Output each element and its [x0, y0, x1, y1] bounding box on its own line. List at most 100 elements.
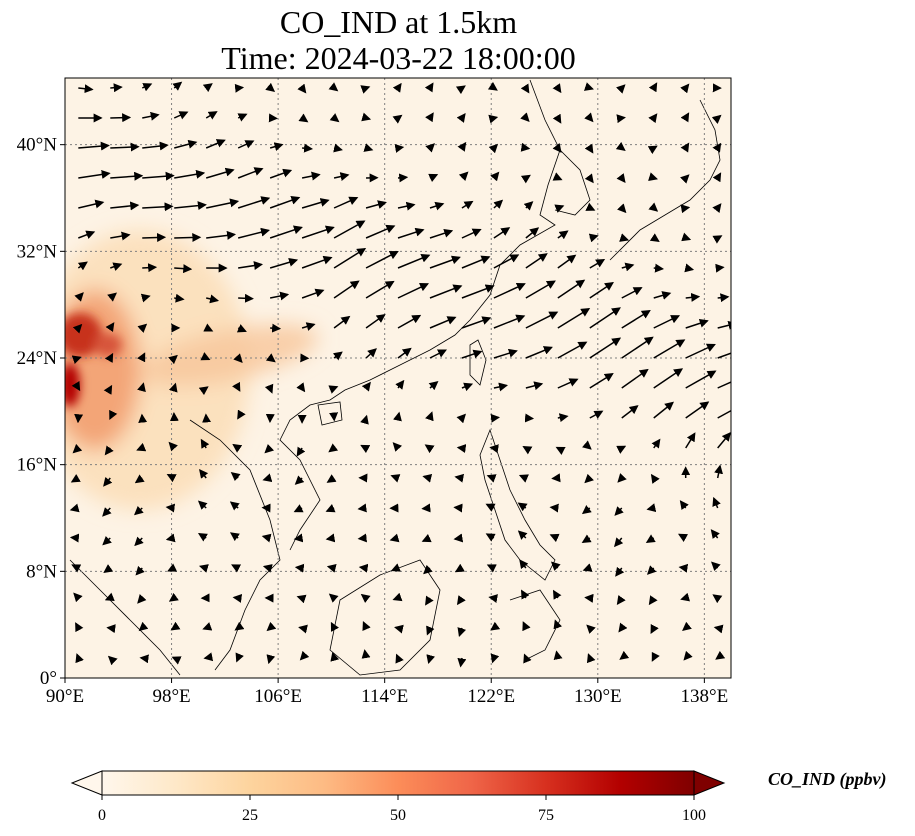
wind-arrow [551, 473, 561, 483]
wind-arrow [70, 474, 81, 483]
wind-arrow [174, 169, 206, 179]
wind-arrow [78, 230, 96, 239]
wind-arrow [653, 401, 674, 419]
wind-arrow [102, 507, 112, 517]
wind-arrow [71, 564, 82, 573]
wind-arrow [621, 287, 643, 299]
wind-arrow [142, 232, 167, 242]
map-title: CO_IND at 1.5km [279, 4, 518, 40]
wind-arrow [589, 410, 604, 419]
wind-arrow [173, 111, 189, 120]
wind-arrow [712, 203, 722, 214]
wind-arrow [583, 82, 594, 91]
wind-arrow [549, 503, 559, 513]
wind-arrow [206, 230, 237, 240]
wind-arrow [237, 140, 255, 149]
wind-arrow [717, 320, 731, 330]
wind-arrow [455, 85, 466, 95]
wind-arrow [588, 233, 599, 243]
wind-arrow [360, 593, 371, 603]
lat-tick-label: 24°N [17, 348, 58, 369]
wind-arrow [553, 619, 563, 630]
wind-arrow [365, 200, 387, 209]
wind-arrow [233, 353, 243, 363]
wind-arrow [711, 114, 722, 124]
wind-arrow [103, 384, 113, 395]
wind-arrow [73, 592, 83, 603]
wind-arrow [617, 473, 627, 483]
wind-arrow [107, 292, 117, 302]
coastline-philippines [479, 428, 556, 581]
wind-arrow [557, 341, 588, 359]
wind-arrow [650, 623, 659, 635]
lon-tick-label: 90°E [46, 686, 84, 707]
wind-vector-field [69, 81, 731, 668]
wind-arrow [78, 199, 105, 209]
wind-arrow [525, 227, 540, 239]
wind-arrow [360, 444, 371, 454]
wind-arrow [333, 315, 351, 329]
wind-arrow [269, 195, 301, 209]
coastline-indochina [189, 419, 281, 671]
wind-arrow [680, 204, 691, 214]
wind-arrow [429, 316, 457, 329]
wind-arrow [680, 142, 690, 153]
wind-arrow [712, 594, 723, 604]
wind-arrow [493, 382, 509, 392]
co-plume-west [65, 290, 140, 450]
wind-arrow [621, 262, 635, 272]
wind-arrow [357, 503, 367, 513]
wind-arrow [589, 373, 614, 389]
wind-arrow [421, 503, 431, 513]
map-frame [64, 77, 732, 679]
wind-arrow [75, 653, 84, 664]
wind-arrow [712, 496, 721, 509]
wind-arrow [296, 594, 307, 604]
wind-arrow [134, 474, 145, 484]
wind-arrow [392, 82, 402, 93]
wind-arrow [103, 476, 113, 487]
wind-arrow [110, 171, 144, 181]
wind-arrow [197, 500, 208, 510]
wind-arrow [328, 593, 339, 603]
wind-arrow [167, 563, 178, 572]
wind-arrow [586, 653, 596, 664]
wind-arrow [174, 232, 202, 242]
wind-arrow [493, 348, 518, 359]
wind-arrow [648, 595, 658, 606]
colorbar-tick-label: 25 [242, 807, 258, 824]
wind-arrow [616, 595, 626, 605]
wind-arrow [552, 142, 562, 153]
colorbar-ticks: 0 25 50 75 100 [98, 795, 706, 824]
wind-arrow [457, 627, 467, 637]
wind-arrow [525, 280, 556, 299]
wind-arrow [684, 263, 695, 273]
co-plume-band [141, 324, 319, 386]
wind-arrow [621, 336, 654, 359]
wind-arrow [522, 445, 533, 455]
wind-arrow [525, 253, 548, 269]
wind-arrow [393, 411, 402, 422]
wind-arrow [142, 111, 160, 121]
coastline-china-east [279, 79, 561, 551]
map-time-subtitle: Time: 2024-03-22 18:00:00 [221, 40, 576, 76]
wind-arrow [429, 255, 461, 269]
wind-arrow [557, 413, 569, 423]
wind-arrow [78, 170, 111, 179]
wind-arrow [429, 284, 463, 299]
wind-arrow [390, 474, 401, 483]
wind-arrow [648, 172, 658, 181]
wind-arrow [328, 443, 339, 453]
lon-tick-label: 138°E [681, 686, 729, 707]
wind-arrow [237, 167, 264, 179]
wind-arrow [488, 594, 498, 603]
wind-arrow [493, 282, 526, 299]
wind-arrow [361, 381, 371, 392]
wind-arrow [584, 112, 594, 123]
wind-arrow [678, 563, 689, 573]
wind-arrow [685, 401, 710, 419]
wind-arrow [646, 503, 657, 513]
wind-arrow [205, 167, 235, 179]
wind-arrow [685, 292, 701, 302]
wind-arrow [365, 313, 386, 329]
